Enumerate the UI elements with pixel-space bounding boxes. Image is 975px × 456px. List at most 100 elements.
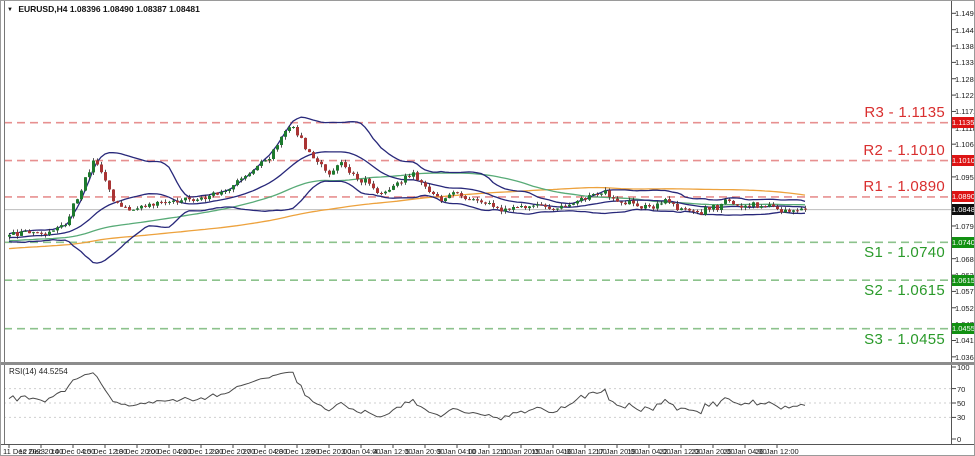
- candle: [752, 202, 755, 207]
- price-axis-box-S1: 1.07400: [952, 237, 975, 248]
- candle: [96, 160, 99, 165]
- rsi-axis-label: 50: [957, 399, 966, 408]
- time-axis-label: 19 Jan 04:00: [627, 447, 671, 456]
- candle: [20, 231, 23, 236]
- price-axis-box-R3: 1.11350: [952, 117, 975, 128]
- candle: [44, 233, 47, 235]
- candle: [344, 162, 347, 168]
- bollinger-middle-line: [8, 151, 806, 239]
- candle: [712, 205, 715, 210]
- candle: [688, 208, 691, 211]
- candle: [692, 210, 695, 212]
- candle: [108, 180, 111, 190]
- candle: [124, 206, 127, 208]
- candle: [272, 149, 275, 159]
- bollinger-lower-line: [8, 180, 806, 264]
- candle: [64, 225, 67, 227]
- chart-title: ▼ EURUSD,H4 1.08396 1.08490 1.08387 1.08…: [7, 4, 200, 14]
- candle: [588, 195, 591, 200]
- candle: [436, 194, 439, 197]
- candle: [748, 205, 751, 207]
- candle: [140, 205, 143, 209]
- candle: [428, 186, 431, 192]
- candle: [788, 209, 791, 212]
- price-axis-box-R2: 1.10100: [952, 155, 975, 166]
- time-axis-label: 23 Jan 20:00: [691, 447, 735, 456]
- ma-orange-line: [8, 186, 806, 250]
- candle: [76, 199, 79, 204]
- candle: [672, 202, 675, 204]
- candle: [236, 180, 239, 185]
- time-axis-label: 29 Dec 20:00: [306, 447, 352, 456]
- candle: [680, 208, 683, 211]
- candle: [652, 206, 655, 209]
- candle: [116, 201, 119, 203]
- candle: [740, 205, 743, 208]
- candle: [544, 204, 547, 207]
- candle: [408, 175, 411, 177]
- candle: [220, 191, 223, 195]
- candle: [600, 193, 603, 195]
- candle: [24, 230, 27, 232]
- candle: [120, 202, 123, 207]
- time-axis-label: 28 Dec 12:00: [274, 447, 320, 456]
- candle: [144, 205, 147, 207]
- candle: [212, 192, 215, 196]
- candle: [620, 201, 623, 203]
- candle: [664, 199, 667, 204]
- time-axis-label: 27 Dec 04:00: [242, 447, 288, 456]
- pane-separator[interactable]: [1, 362, 975, 365]
- candle: [632, 200, 635, 204]
- candle: [352, 172, 355, 174]
- candle: [668, 199, 671, 203]
- candle: [100, 164, 103, 173]
- candle: [608, 190, 611, 198]
- candle: [576, 201, 579, 204]
- time-axis-label: 9 Jan 04:00: [437, 447, 477, 456]
- candles-layer: [8, 125, 807, 240]
- time-axis-label: 4 Jan 12:00: [373, 447, 413, 456]
- candle: [736, 204, 739, 206]
- candle: [452, 192, 455, 195]
- rsi-axis-label: 70: [957, 385, 966, 394]
- candle: [492, 203, 495, 207]
- price-tick-label: 1.05240: [955, 304, 974, 313]
- price-tick-label: 1.13340: [955, 58, 974, 67]
- candle: [160, 201, 163, 203]
- candle: [280, 136, 283, 145]
- candle: [8, 234, 11, 237]
- candle: [472, 199, 475, 201]
- candle: [224, 191, 227, 192]
- candle: [476, 199, 479, 201]
- candle: [800, 208, 803, 211]
- candle: [760, 206, 763, 208]
- level-label-S3: S3 - 1.0455: [864, 331, 945, 348]
- chart-symbol-timeframe: EURUSD,H4: [18, 4, 68, 14]
- candle: [468, 199, 471, 201]
- candle: [320, 161, 323, 165]
- candle: [264, 160, 267, 162]
- candle: [704, 206, 707, 215]
- candle: [508, 208, 511, 210]
- candle: [332, 170, 335, 175]
- candle: [92, 160, 95, 173]
- time-axis-label: 20 Dec 04:00: [146, 447, 192, 456]
- candle: [504, 208, 507, 212]
- time-axis-label: 10 Jan 12:00: [467, 447, 511, 456]
- candle: [636, 203, 639, 207]
- candle: [524, 206, 527, 209]
- candle: [112, 189, 115, 202]
- time-axis-label: 18 Dec 20:00: [114, 447, 160, 456]
- candle: [148, 203, 151, 207]
- candle: [196, 199, 199, 201]
- candle: [444, 198, 447, 202]
- candle: [176, 200, 179, 203]
- candle: [232, 185, 235, 190]
- candle: [252, 170, 255, 174]
- candle: [556, 208, 559, 210]
- candle: [324, 164, 327, 171]
- price-axis-box-S3: 1.04550: [952, 323, 975, 334]
- candle: [156, 201, 159, 206]
- candle: [268, 159, 271, 161]
